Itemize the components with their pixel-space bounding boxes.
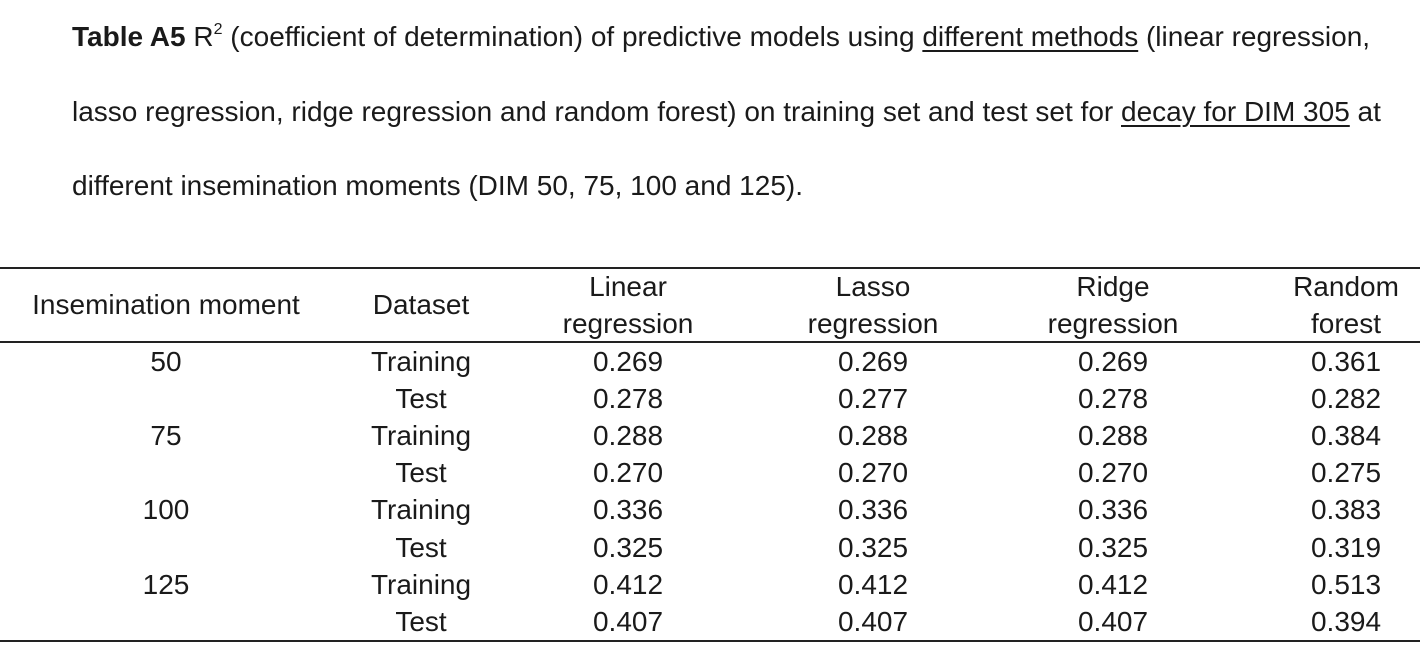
cell-ridge-regression: 0.270 bbox=[1078, 454, 1148, 491]
cell-random-forest: 0.282 bbox=[1311, 380, 1381, 417]
caption-r: R bbox=[193, 21, 213, 52]
cell-dataset: Test bbox=[395, 454, 446, 491]
header-line-1: Insemination moment bbox=[32, 286, 300, 323]
table-header-rule bbox=[0, 341, 1420, 343]
cell-lasso-regression: 0.407 bbox=[838, 603, 908, 640]
header-line-2: regression bbox=[808, 305, 939, 342]
header-line-2: regression bbox=[1048, 305, 1179, 342]
cell-ridge-regression: 0.325 bbox=[1078, 529, 1148, 566]
cell-linear-regression: 0.269 bbox=[593, 343, 663, 380]
cell-linear-regression: 0.336 bbox=[593, 491, 663, 528]
header-line-1: Ridge bbox=[1048, 268, 1179, 305]
cell-insemination-moment: 125 bbox=[143, 566, 190, 603]
cell-insemination-moment: 50 bbox=[150, 343, 181, 380]
header-insemination-moment: Insemination moment bbox=[32, 268, 300, 341]
cell-insemination-moment: 100 bbox=[143, 491, 190, 528]
cell-lasso-regression: 0.336 bbox=[838, 491, 908, 528]
cell-ridge-regression: 0.288 bbox=[1078, 417, 1148, 454]
header-line-1: Dataset bbox=[373, 286, 470, 323]
table-label: Table A5 bbox=[72, 21, 186, 52]
cell-linear-regression: 0.325 bbox=[593, 529, 663, 566]
cell-ridge-regression: 0.269 bbox=[1078, 343, 1148, 380]
caption-superscript: 2 bbox=[214, 21, 223, 38]
caption-text-1: (coefficient of determination) of predic… bbox=[223, 21, 923, 52]
table-bottom-rule bbox=[0, 640, 1420, 642]
cell-random-forest: 0.384 bbox=[1311, 417, 1381, 454]
header-line-2: forest bbox=[1293, 305, 1399, 342]
cell-random-forest: 0.513 bbox=[1311, 566, 1381, 603]
cell-linear-regression: 0.270 bbox=[593, 454, 663, 491]
cell-ridge-regression: 0.407 bbox=[1078, 603, 1148, 640]
cell-lasso-regression: 0.412 bbox=[838, 566, 908, 603]
header-random-forest: Random forest bbox=[1293, 268, 1399, 341]
header-line-1: Lasso bbox=[808, 268, 939, 305]
cell-dataset: Training bbox=[371, 417, 471, 454]
header-line-1: Random bbox=[1293, 268, 1399, 305]
cell-dataset: Test bbox=[395, 380, 446, 417]
header-ridge-regression: Ridge regression bbox=[1048, 268, 1179, 341]
cell-dataset: Training bbox=[371, 491, 471, 528]
cell-lasso-regression: 0.325 bbox=[838, 529, 908, 566]
cell-lasso-regression: 0.270 bbox=[838, 454, 908, 491]
cell-linear-regression: 0.412 bbox=[593, 566, 663, 603]
cell-random-forest: 0.383 bbox=[1311, 491, 1381, 528]
cell-dataset: Test bbox=[395, 603, 446, 640]
cell-linear-regression: 0.407 bbox=[593, 603, 663, 640]
cell-dataset: Training bbox=[371, 343, 471, 380]
header-line-1: Linear bbox=[563, 268, 694, 305]
cell-dataset: Training bbox=[371, 566, 471, 603]
cell-lasso-regression: 0.288 bbox=[838, 417, 908, 454]
cell-random-forest: 0.361 bbox=[1311, 343, 1381, 380]
cell-ridge-regression: 0.278 bbox=[1078, 380, 1148, 417]
cell-random-forest: 0.394 bbox=[1311, 603, 1381, 640]
header-lasso-regression: Lasso regression bbox=[808, 268, 939, 341]
header-dataset: Dataset bbox=[373, 268, 470, 341]
header-linear-regression: Linear regression bbox=[563, 268, 694, 341]
caption-link-decay[interactable]: decay for DIM 305 bbox=[1121, 96, 1350, 127]
table-caption: Table A5 R2 (coefficient of determinatio… bbox=[72, 0, 1402, 224]
cell-random-forest: 0.319 bbox=[1311, 529, 1381, 566]
cell-lasso-regression: 0.269 bbox=[838, 343, 908, 380]
cell-linear-regression: 0.278 bbox=[593, 380, 663, 417]
cell-ridge-regression: 0.412 bbox=[1078, 566, 1148, 603]
header-line-2: regression bbox=[563, 305, 694, 342]
cell-random-forest: 0.275 bbox=[1311, 454, 1381, 491]
cell-linear-regression: 0.288 bbox=[593, 417, 663, 454]
cell-lasso-regression: 0.277 bbox=[838, 380, 908, 417]
cell-ridge-regression: 0.336 bbox=[1078, 491, 1148, 528]
cell-dataset: Test bbox=[395, 529, 446, 566]
caption-link-methods[interactable]: different methods bbox=[922, 21, 1138, 52]
cell-insemination-moment: 75 bbox=[150, 417, 181, 454]
